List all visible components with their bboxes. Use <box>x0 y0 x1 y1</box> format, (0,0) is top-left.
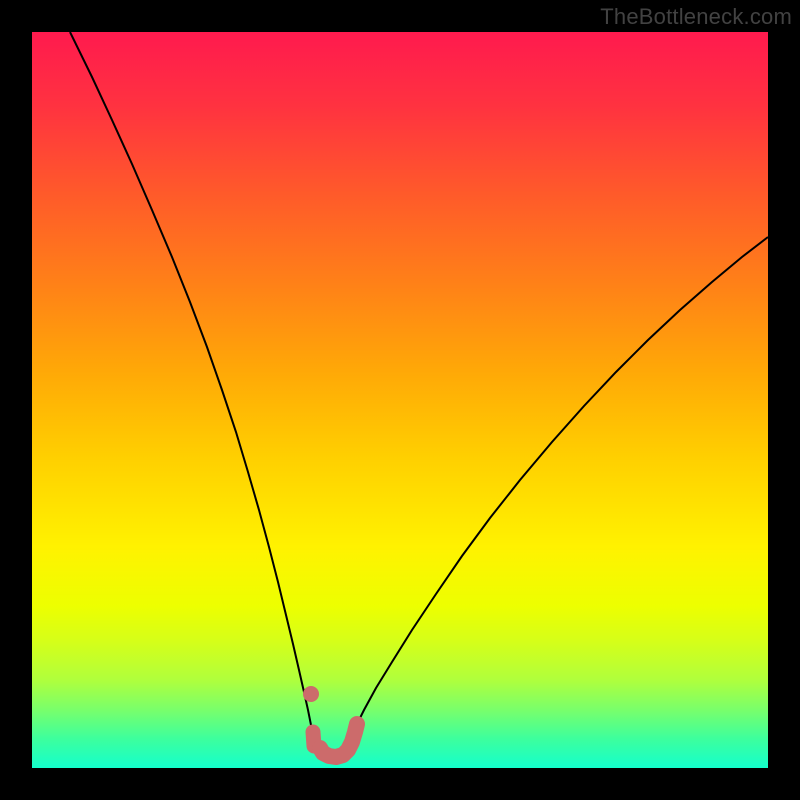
watermark-text: TheBottleneck.com <box>600 4 792 30</box>
marker-dot <box>303 686 319 702</box>
marker-u-shape <box>320 724 357 757</box>
marker-overlay <box>32 32 768 768</box>
chart-container: { "watermark": { "text": "TheBottleneck.… <box>0 0 800 800</box>
plot-area <box>32 32 768 768</box>
